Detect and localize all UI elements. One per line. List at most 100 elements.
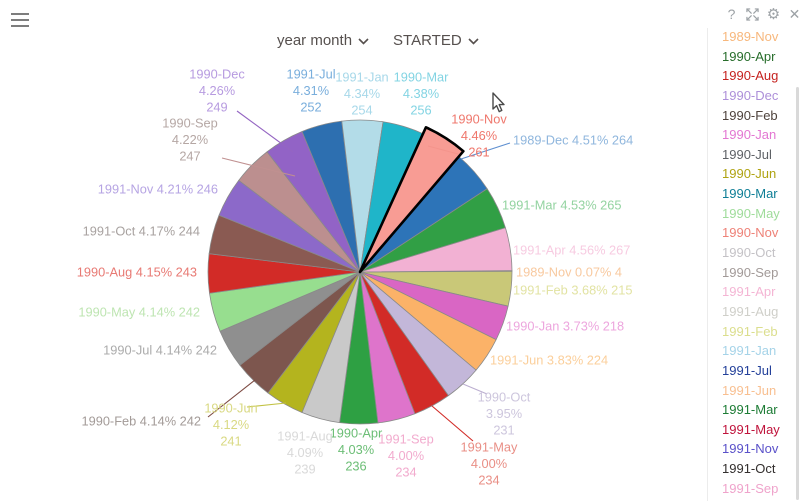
slice-label-1990-Jul: 1990-Jul 4.14% 242 (103, 342, 217, 357)
legend-item-1990-Mar[interactable]: 1990-Mar (722, 186, 778, 202)
legend-list: 1989-Nov 1990-Apr 1990-Aug 1990-Dec 1990-Feb… (722, 27, 792, 498)
slice-label-1989-Nov: 1989-Nov 0.07% 4 (516, 264, 622, 279)
legend-item-1990-Feb[interactable]: 1990-Feb (722, 107, 778, 123)
legend-item-1990-Dec[interactable]: 1990-Dec (722, 87, 779, 103)
slice-label-1991-Apr: 1991-Apr 4.56% 267 (513, 242, 630, 257)
slice-label-1990-Dec: 1990-Dec (189, 66, 245, 81)
slice-label-1990-Nov: 4.46% (461, 128, 497, 143)
slice-label-1990-Dec: 4.26% (199, 83, 235, 98)
legend-item-1989-Nov[interactable]: 1989-Nov (722, 29, 779, 44)
settings-gear-icon[interactable]: ⚙ (766, 6, 781, 23)
slice-label-1990-Nov: 261 (468, 144, 489, 159)
legend-item-1990-Jun[interactable]: 1990-Jun (722, 166, 777, 182)
slice-label-1990-Nov: 1990-Nov (451, 111, 507, 126)
legend-item-1991-Apr[interactable]: 1991-Apr (722, 284, 776, 300)
slice-label-1990-Sep: 4.22% (172, 132, 208, 147)
slice-label-1990-Oct: 231 (493, 422, 514, 437)
label-leader-line (460, 142, 511, 160)
slice-label-1991-May: 234 (478, 472, 499, 487)
label-leader-line (207, 379, 256, 418)
expand-arrows-icon (746, 7, 759, 21)
slice-label-1991-Jan: 1991-Jan (335, 69, 388, 84)
legend-item-1991-May[interactable]: 1991-May (722, 421, 780, 437)
panel-divider (707, 28, 708, 501)
legend-item-1990-Sep[interactable]: 1990-Sep (722, 264, 779, 280)
slice-label-1991-Feb: 1991-Feb 3.68% 215 (513, 282, 633, 297)
label-leader-line (431, 405, 474, 442)
slice-label-1989-Dec: 1989-Dec 4.51% 264 (513, 132, 633, 147)
legend-item-1990-Jan[interactable]: 1990-Jan (722, 127, 777, 143)
slice-label-1991-Sep: 234 (395, 464, 416, 479)
legend-item-1991-Jan[interactable]: 1991-Jan (722, 343, 777, 359)
slice-label-1990-Mar: 256 (410, 102, 431, 117)
chevron-down-icon (468, 37, 479, 45)
legend-scrollbar[interactable] (796, 87, 799, 500)
slice-label-1990-Jun: 4.12% (213, 417, 249, 432)
slice-label-1991-Aug: 1991-Aug (277, 428, 333, 443)
slice-label-1991-Jul: 252 (300, 99, 321, 114)
slice-label-1991-May: 1991-May (461, 439, 519, 454)
slice-label-1991-Nov: 1991-Nov 4.21% 246 (98, 181, 218, 196)
slice-label-1991-Oct: 1991-Oct 4.17% 244 (83, 223, 200, 238)
pie-slice-1991-Apr[interactable] (359, 227, 513, 273)
slice-label-1990-Jun: 241 (220, 433, 241, 448)
chevron-down-icon (358, 37, 369, 45)
legend-item-1991-Nov[interactable]: 1991-Nov (722, 441, 779, 457)
legend-item-1991-Oct[interactable]: 1991-Oct (722, 461, 776, 477)
mouse-cursor (492, 92, 505, 113)
slice-label-1990-May: 1990-May 4.14% 242 (78, 304, 200, 319)
label-leader-line (427, 145, 459, 155)
legend-item-1990-May[interactable]: 1990-May (722, 205, 780, 221)
legend-item-1990-Jul[interactable]: 1990-Jul (722, 146, 772, 162)
dimension-dropdown-label: year month (277, 31, 353, 49)
slice-label-1990-Oct: 1990-Oct (478, 389, 531, 404)
help-icon[interactable]: ? (727, 6, 736, 22)
slice-label-1991-Jan: 4.34% (344, 86, 380, 101)
slice-label-1990-Feb: 1990-Feb 4.14% 242 (81, 413, 201, 428)
legend-item-1991-Aug[interactable]: 1991-Aug (722, 303, 779, 319)
legend-item-1990-Nov[interactable]: 1990-Nov (722, 225, 779, 241)
legend-item-1991-Feb[interactable]: 1991-Feb (722, 323, 778, 339)
slice-label-1990-Jun: 1990-Jun (204, 400, 257, 415)
legend-item-1990-Oct[interactable]: 1990-Oct (722, 245, 776, 261)
menu-icon[interactable] (11, 13, 31, 31)
dimension-dropdown[interactable]: year month (277, 32, 369, 49)
legend-item-1991-Sep[interactable]: 1991-Sep (722, 480, 779, 496)
slice-label-1991-May: 4.00% (471, 456, 507, 471)
label-leader-line (462, 383, 488, 395)
slice-label-1991-Sep: 4.00% (388, 448, 424, 463)
slice-label-1990-Jan: 1990-Jan 3.73% 218 (506, 318, 624, 333)
measure-dropdown-label: STARTED (393, 31, 462, 49)
slice-label-1990-Sep: 247 (179, 148, 200, 163)
slice-label-1990-Dec: 249 (206, 99, 227, 114)
chart-toolbar: ? ⚙ ✕ (723, 5, 800, 24)
slice-label-1990-Oct: 3.95% (486, 406, 522, 421)
legend-item-1990-Apr[interactable]: 1990-Apr (722, 48, 776, 64)
slice-label-1991-Jul: 1991-Jul (286, 66, 335, 81)
legend-item-1991-Jul[interactable]: 1991-Jul (722, 362, 772, 378)
slice-label-1990-Sep: 1990-Sep (162, 115, 218, 130)
legend-item-1990-Aug[interactable]: 1990-Aug (722, 68, 779, 84)
slice-label-1990-Mar: 4.38% (403, 86, 439, 101)
legend-item-1991-Mar[interactable]: 1991-Mar (722, 402, 778, 418)
slice-label-1990-Aug: 1990-Aug 4.15% 243 (77, 264, 197, 279)
pie-slice-1990-Nov[interactable] (358, 126, 465, 274)
label-leader-line (246, 402, 287, 408)
close-icon[interactable]: ✕ (788, 5, 800, 22)
legend-item-1991-Jun[interactable]: 1991-Jun (722, 382, 777, 398)
slice-label-1990-Apr: 1990-Apr (330, 425, 383, 440)
slice-label-1991-Aug: 4.09% (287, 445, 323, 460)
slice-label-1990-Apr: 236 (345, 458, 366, 473)
expand-icon[interactable] (744, 5, 761, 23)
slice-label-1990-Mar: 1990-Mar (394, 69, 450, 84)
slice-label-1991-Jun: 1991-Jun 3.83% 224 (490, 352, 608, 367)
slice-label-1990-Apr: 4.03% (338, 442, 374, 457)
slice-label-1991-Aug: 239 (294, 461, 315, 476)
slice-label-1991-Sep: 1991-Sep (378, 431, 434, 446)
measure-dropdown[interactable]: STARTED (393, 32, 479, 49)
chart-header: year month STARTED (277, 30, 479, 50)
label-leader-line (236, 110, 294, 153)
slice-label-1991-Mar: 1991-Mar 4.53% 265 (502, 197, 622, 212)
